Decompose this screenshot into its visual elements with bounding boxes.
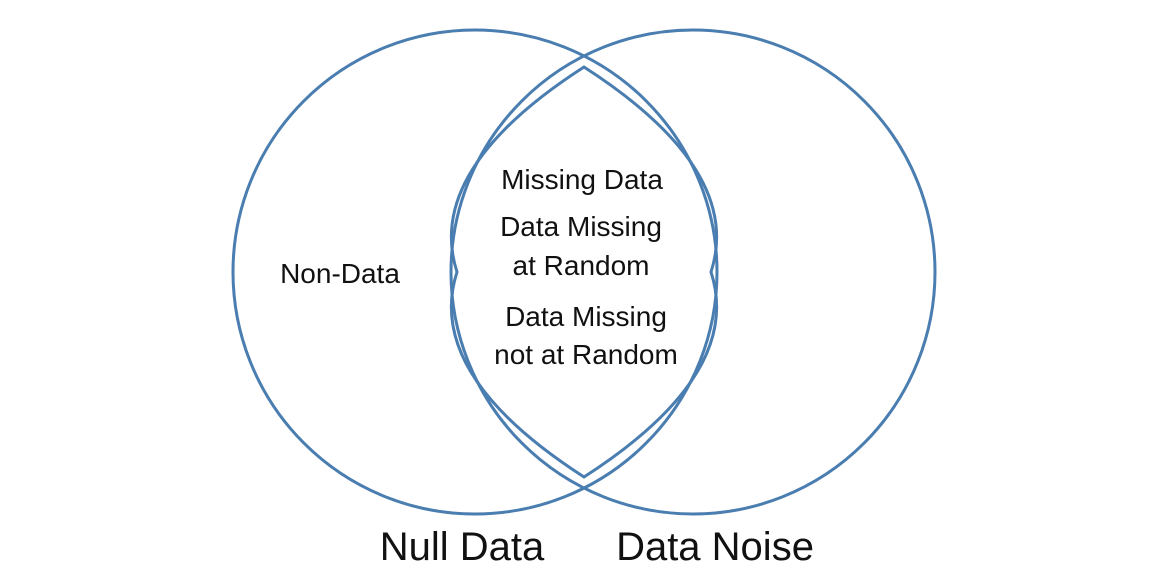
- mar-label-line-1: Data Missing: [500, 211, 662, 242]
- mar-label-line-2: at Random: [513, 250, 650, 281]
- mnar-label-line-2: not at Random: [494, 339, 678, 370]
- null-data-circle: [231, 28, 719, 516]
- data-noise-circle: [449, 28, 937, 516]
- missing-data-title: Missing Data: [501, 164, 663, 195]
- null-data-label: Null Data: [380, 525, 545, 569]
- missing-data-lens: [449, 65, 719, 479]
- mnar-label-line-1: Data Missing: [505, 301, 667, 332]
- data-noise-label: Data Noise: [616, 525, 814, 569]
- non-data-label: Non-Data: [280, 258, 400, 289]
